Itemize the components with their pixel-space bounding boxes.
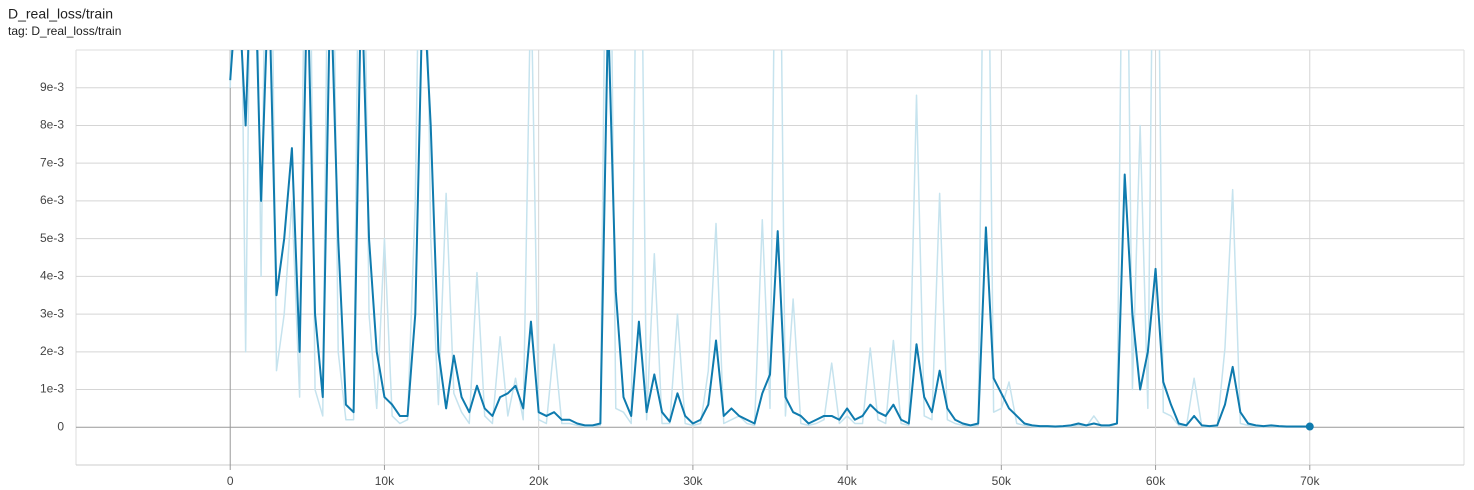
chart-subtitle: tag: D_real_loss/train [8,24,121,38]
x-tick-label: 50k [992,474,1012,488]
y-tick-label: 1e-3 [40,382,64,396]
y-tick-label: 2e-3 [40,344,64,358]
plot-area [229,50,1314,431]
x-tick-label: 60k [1146,474,1166,488]
grid [76,50,1464,470]
last-point [1305,422,1314,431]
y-tick-label: 0 [57,419,64,433]
x-tick-label: 20k [529,474,549,488]
x-tick-label: 0 [227,474,234,488]
y-tick-label: 5e-3 [40,231,64,245]
y-tick-label: 4e-3 [40,269,64,283]
x-tick-label: 40k [837,474,857,488]
x-tick-label: 10k [375,474,395,488]
y-tick-label: 9e-3 [40,80,64,94]
y-tick-label: 6e-3 [40,193,64,207]
x-tick-label: 30k [683,474,703,488]
series-line [229,50,1310,428]
y-tick-label: 3e-3 [40,306,64,320]
chart-title: D_real_loss/train [8,6,113,22]
tick-labels: 0 1e-3 2e-3 3e-3 4e-3 5e-3 6e-3 7e-3 8e-3 9e-3 0 10… [40,80,1320,488]
y-tick-label: 8e-3 [40,118,64,132]
x-tick-label: 70k [1300,474,1320,488]
y-tick-label: 7e-3 [40,155,64,169]
series-line [229,50,1310,428]
